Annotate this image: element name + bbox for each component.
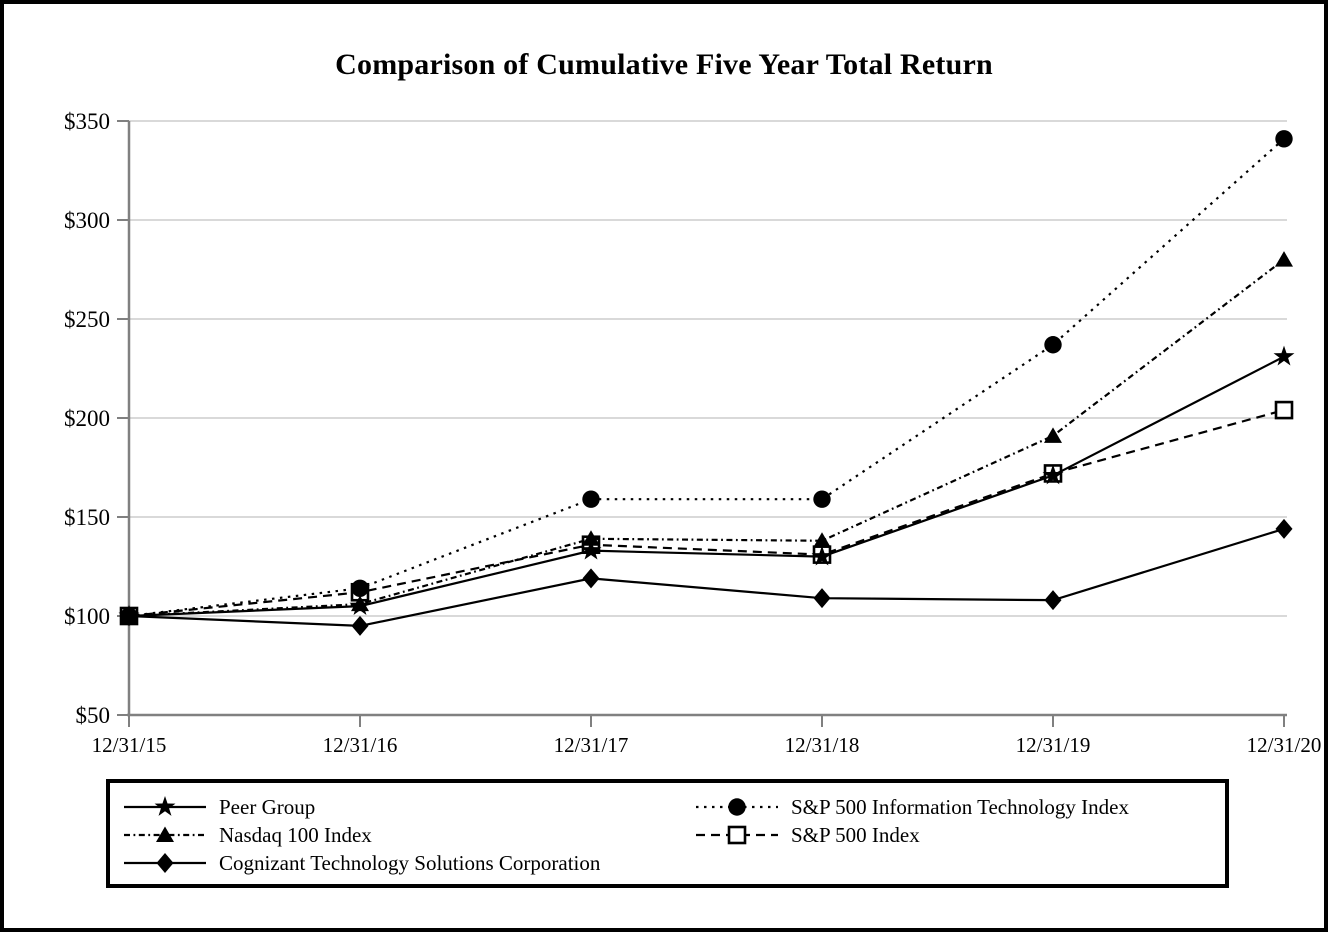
series-marker-diamond — [813, 588, 831, 609]
legend-label: S&P 500 Information Technology Index — [791, 794, 1129, 819]
y-tick-label: $350 — [64, 109, 110, 134]
series-marker-square-open — [727, 825, 747, 845]
series-marker-diamond — [582, 568, 600, 589]
series-marker-star — [1042, 464, 1064, 485]
series-marker-diamond — [351, 615, 369, 636]
series-line — [128, 137, 1285, 618]
series-line — [128, 258, 1285, 618]
series-marker-diamond — [156, 853, 174, 873]
legend-column: S&P 500 Information Technology Index S&P … — [695, 793, 1225, 884]
x-tick-label: 12/31/19 — [1016, 733, 1091, 757]
x-tick-label: 12/31/20 — [1247, 733, 1322, 757]
y-tick-label: $100 — [64, 604, 110, 629]
legend-label: Peer Group — [219, 794, 316, 819]
legend-item: Nasdaq 100 Index — [123, 821, 695, 849]
x-tick-label: 12/31/15 — [92, 733, 167, 757]
chart-canvas: $350 $300 $250 $200 $150 $100 $50 12/31/15 12/31… — [64, 109, 1322, 757]
series-marker-triangle — [1275, 251, 1293, 267]
legend-label: Cognizant Technology Solutions Corporati… — [219, 850, 601, 875]
series-diamond — [128, 527, 1285, 628]
series-marker-star — [154, 796, 176, 816]
series-marker-circle — [1275, 130, 1293, 148]
series-marker-triangle — [582, 530, 600, 546]
y-tick-label: $300 — [64, 208, 110, 233]
series-marker-triangle — [1044, 427, 1062, 443]
series-marker-square-open — [1274, 400, 1294, 420]
series-marker-circle — [351, 579, 369, 597]
legend-line-sample — [124, 826, 206, 842]
legend-item: Peer Group — [123, 793, 695, 821]
series-line — [128, 409, 1285, 618]
series-marker-circle — [120, 607, 138, 625]
legend-line-sample — [124, 853, 206, 873]
y-tick-label: $250 — [64, 307, 110, 332]
legend-item: S&P 500 Index — [695, 821, 1225, 849]
legend-label: S&P 500 Index — [791, 822, 920, 847]
series-marker-diamond — [1275, 518, 1293, 539]
series-marker-circle — [582, 490, 600, 508]
series-marker-star — [811, 545, 833, 566]
series-line — [128, 527, 1285, 628]
series-marker-triangle — [156, 826, 174, 842]
y-tick-label: $200 — [64, 406, 110, 431]
y-tick-label: $50 — [76, 703, 111, 728]
series-star — [128, 355, 1285, 618]
x-tick-label: 12/31/17 — [554, 733, 629, 757]
y-tick-label: $150 — [64, 505, 110, 530]
series-marker-triangle — [351, 595, 369, 612]
chart-legend: Peer Group Nasdaq 100 Index Cognizant Tech… — [106, 779, 1229, 888]
legend-item: S&P 500 Information Technology Index — [695, 793, 1225, 821]
series-square-open — [128, 409, 1285, 618]
series-triangle — [128, 258, 1285, 618]
series-marker-star — [580, 539, 602, 560]
legend-line-sample — [124, 796, 206, 816]
legend-label: Nasdaq 100 Index — [219, 822, 372, 847]
series-marker-circle — [728, 798, 746, 816]
x-tick-label: 12/31/18 — [785, 733, 860, 757]
series-marker-circle — [813, 490, 831, 508]
series-marker-star — [1273, 345, 1295, 366]
series-marker-triangle — [813, 532, 831, 548]
legend-column: Peer Group Nasdaq 100 Index Cognizant Tech… — [123, 793, 695, 884]
legend-line-sample — [696, 825, 778, 845]
legend-item: Cognizant Technology Solutions Corporati… — [123, 849, 695, 877]
series-marker-circle — [1044, 336, 1062, 354]
series-circle — [128, 137, 1285, 618]
series-marker-diamond — [1044, 590, 1062, 611]
series-line — [128, 355, 1285, 618]
chart-title: Comparison of Cumulative Five Year Total… — [335, 48, 993, 81]
legend-line-sample — [696, 798, 778, 816]
x-tick-label: 12/31/16 — [323, 733, 398, 757]
